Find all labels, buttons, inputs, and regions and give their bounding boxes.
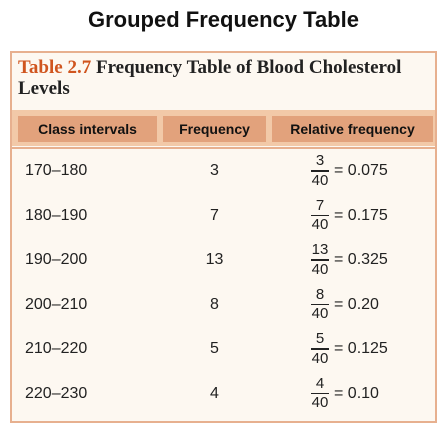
table-header: Class intervals Frequency Relative frequ… [12, 110, 435, 146]
table-row: 190–200 13 13 40 = 0.325 [12, 238, 435, 283]
frequency-cell: 7 [210, 206, 219, 224]
relative-value: = 0.10 [334, 384, 379, 402]
relative-value: = 0.20 [334, 295, 379, 313]
frequency-table: Table 2.7 Frequency Table of Blood Chole… [10, 51, 437, 423]
table-row: 210–220 5 5 40 = 0.125 [12, 327, 435, 372]
fraction-denominator: 40 [311, 216, 329, 233]
fraction-numerator: 4 [315, 374, 325, 392]
frequency-cell: 13 [205, 251, 224, 268]
fraction: 5 40 [310, 330, 330, 368]
frequency-cell: 8 [210, 295, 219, 313]
table-row: 180–190 7 7 40 = 0.175 [12, 194, 435, 239]
table-row: 170–180 3 3 40 = 0.075 [12, 149, 435, 194]
frequency-cell: 3 [210, 162, 219, 179]
fraction-numerator: 13 [311, 241, 329, 258]
fraction: 13 40 [310, 241, 330, 279]
fraction-denominator: 40 [311, 349, 329, 367]
fraction-bar [311, 303, 329, 305]
fraction: 8 40 [310, 286, 330, 324]
class-interval-cell: 170–180 [25, 162, 88, 179]
fraction-numerator: 3 [315, 152, 325, 169]
fraction: 7 40 [310, 197, 330, 235]
class-interval-cell: 200–210 [25, 295, 88, 313]
table-row: 200–210 8 8 40 = 0.20 [12, 283, 435, 328]
fraction-numerator: 7 [315, 196, 325, 214]
fraction: 4 40 [310, 375, 330, 413]
fraction-denominator: 40 [311, 394, 329, 411]
class-interval-cell: 210–220 [25, 340, 88, 357]
header-relative-frequency: Relative frequency [272, 116, 433, 142]
class-interval-cell: 220–230 [25, 384, 88, 402]
relative-value: = 0.075 [334, 162, 388, 179]
fraction-denominator: 40 [311, 305, 329, 322]
table-caption-title: Frequency Table of Blood Cholesterol Lev… [18, 57, 402, 99]
table-row: 220–230 4 4 40 = 0.10 [12, 372, 435, 417]
frequency-cell: 4 [210, 384, 219, 402]
frequency-cell: 5 [210, 340, 219, 357]
relative-value: = 0.325 [334, 251, 388, 268]
fraction-bar [311, 348, 329, 350]
fraction-denominator: 40 [311, 260, 329, 278]
fraction-bar [311, 392, 329, 394]
class-interval-cell: 190–200 [25, 251, 88, 268]
relative-value: = 0.175 [334, 206, 388, 224]
fraction-numerator: 5 [315, 330, 325, 347]
fraction: 3 40 [310, 152, 330, 190]
header-rule [12, 147, 435, 149]
header-class-intervals: Class intervals [18, 116, 157, 142]
table-caption: Table 2.7 Frequency Table of Blood Chole… [18, 57, 428, 99]
fraction-bar [311, 259, 329, 261]
fraction-bar [311, 214, 329, 216]
fraction-denominator: 40 [311, 171, 329, 189]
table-number: Table 2.7 [18, 57, 92, 78]
relative-value: = 0.125 [334, 340, 388, 357]
class-interval-cell: 180–190 [25, 206, 88, 224]
header-frequency: Frequency [163, 116, 266, 142]
page-title: Grouped Frequency Table [88, 7, 359, 32]
table-body: 170–180 3 3 40 = 0.075 180–190 7 7 40 [12, 149, 435, 416]
fraction-bar [311, 170, 329, 172]
fraction-numerator: 8 [315, 285, 325, 303]
